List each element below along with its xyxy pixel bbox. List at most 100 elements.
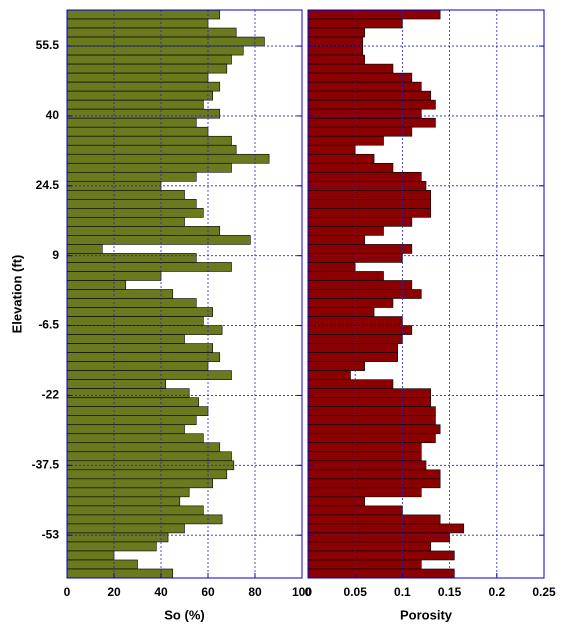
y-tick-label: -6.5 [38, 318, 59, 332]
bar [66, 352, 221, 362]
bar [307, 36, 364, 47]
bar [66, 190, 185, 200]
bar [307, 27, 365, 38]
bar [307, 99, 436, 110]
bar [66, 262, 232, 272]
bar [66, 469, 228, 480]
bar [307, 325, 413, 335]
bar [66, 325, 223, 335]
x-axis-label: So (%) [164, 607, 204, 622]
bar [66, 397, 199, 407]
plot-frame [66, 9, 303, 579]
bar [307, 469, 441, 480]
bar [307, 433, 436, 444]
bar [307, 559, 422, 570]
bar [66, 442, 221, 453]
bar [307, 424, 441, 435]
bar [66, 199, 197, 209]
x-tick-label: 80 [248, 585, 262, 599]
bar [307, 514, 441, 525]
bar [307, 415, 436, 426]
bar [307, 54, 365, 65]
bar [66, 532, 169, 543]
bar [307, 316, 403, 326]
bar [307, 144, 356, 155]
bar [66, 280, 127, 290]
bar [66, 45, 244, 56]
bar [66, 505, 204, 516]
x-tick-label: 0.15 [438, 585, 462, 599]
bar [307, 244, 413, 254]
bar [307, 226, 384, 236]
bar [66, 541, 157, 552]
bar [307, 307, 375, 317]
bar [307, 451, 422, 462]
bar [66, 289, 174, 299]
bar [307, 90, 432, 101]
x-tick-label: 0.05 [344, 585, 368, 599]
bar [307, 298, 394, 308]
bar [307, 361, 365, 371]
bar [66, 226, 221, 236]
bar [307, 487, 422, 498]
bar [66, 208, 204, 218]
y-tick-label: -22 [42, 388, 60, 402]
bar [307, 370, 351, 380]
bar [66, 496, 181, 507]
bar [307, 289, 422, 299]
bar [307, 126, 413, 137]
bar [66, 99, 204, 110]
bar [307, 379, 394, 389]
bar [307, 568, 455, 579]
x-tick-label: 60 [201, 585, 215, 599]
bar [307, 262, 356, 272]
y-tick-label: 9 [52, 248, 59, 262]
bar [66, 415, 197, 426]
bar [307, 541, 432, 552]
bar [307, 343, 398, 353]
bar [307, 72, 413, 83]
bar [66, 487, 190, 498]
bar [307, 162, 394, 173]
bar [66, 244, 103, 254]
bar [66, 171, 197, 182]
bar [66, 559, 138, 570]
x-axis-label: Porosity [400, 607, 453, 622]
bar [307, 217, 413, 227]
bar [307, 280, 413, 290]
bar [66, 153, 270, 164]
bar [307, 352, 398, 362]
bar [307, 478, 441, 489]
bar [66, 298, 197, 308]
y-tick-label: 40 [46, 108, 60, 122]
bar [66, 90, 213, 101]
bar [66, 307, 213, 317]
plot-frame [307, 9, 545, 579]
bar [66, 18, 209, 29]
x-tick-label: 20 [107, 585, 121, 599]
bar [66, 27, 237, 38]
x-tick-label: 0 [64, 585, 71, 599]
bar [66, 63, 228, 74]
bar [307, 153, 375, 164]
bar [307, 117, 436, 128]
bar [66, 514, 223, 525]
bar [66, 478, 213, 489]
bar [307, 63, 394, 74]
x-tick-label: 0 [305, 585, 312, 599]
bar [66, 253, 197, 263]
bar [66, 135, 232, 146]
bar [66, 343, 213, 353]
y-axis-label: Elevation (ft) [9, 255, 24, 334]
bar [66, 144, 237, 155]
bar [66, 36, 265, 47]
bar [66, 361, 209, 371]
bar [66, 117, 197, 128]
y-tick-label: -37.5 [32, 457, 60, 471]
bar [307, 199, 432, 209]
y-tick-label: 55.5 [36, 38, 60, 52]
bar [66, 162, 232, 173]
bar [66, 126, 209, 137]
bar [307, 442, 422, 453]
